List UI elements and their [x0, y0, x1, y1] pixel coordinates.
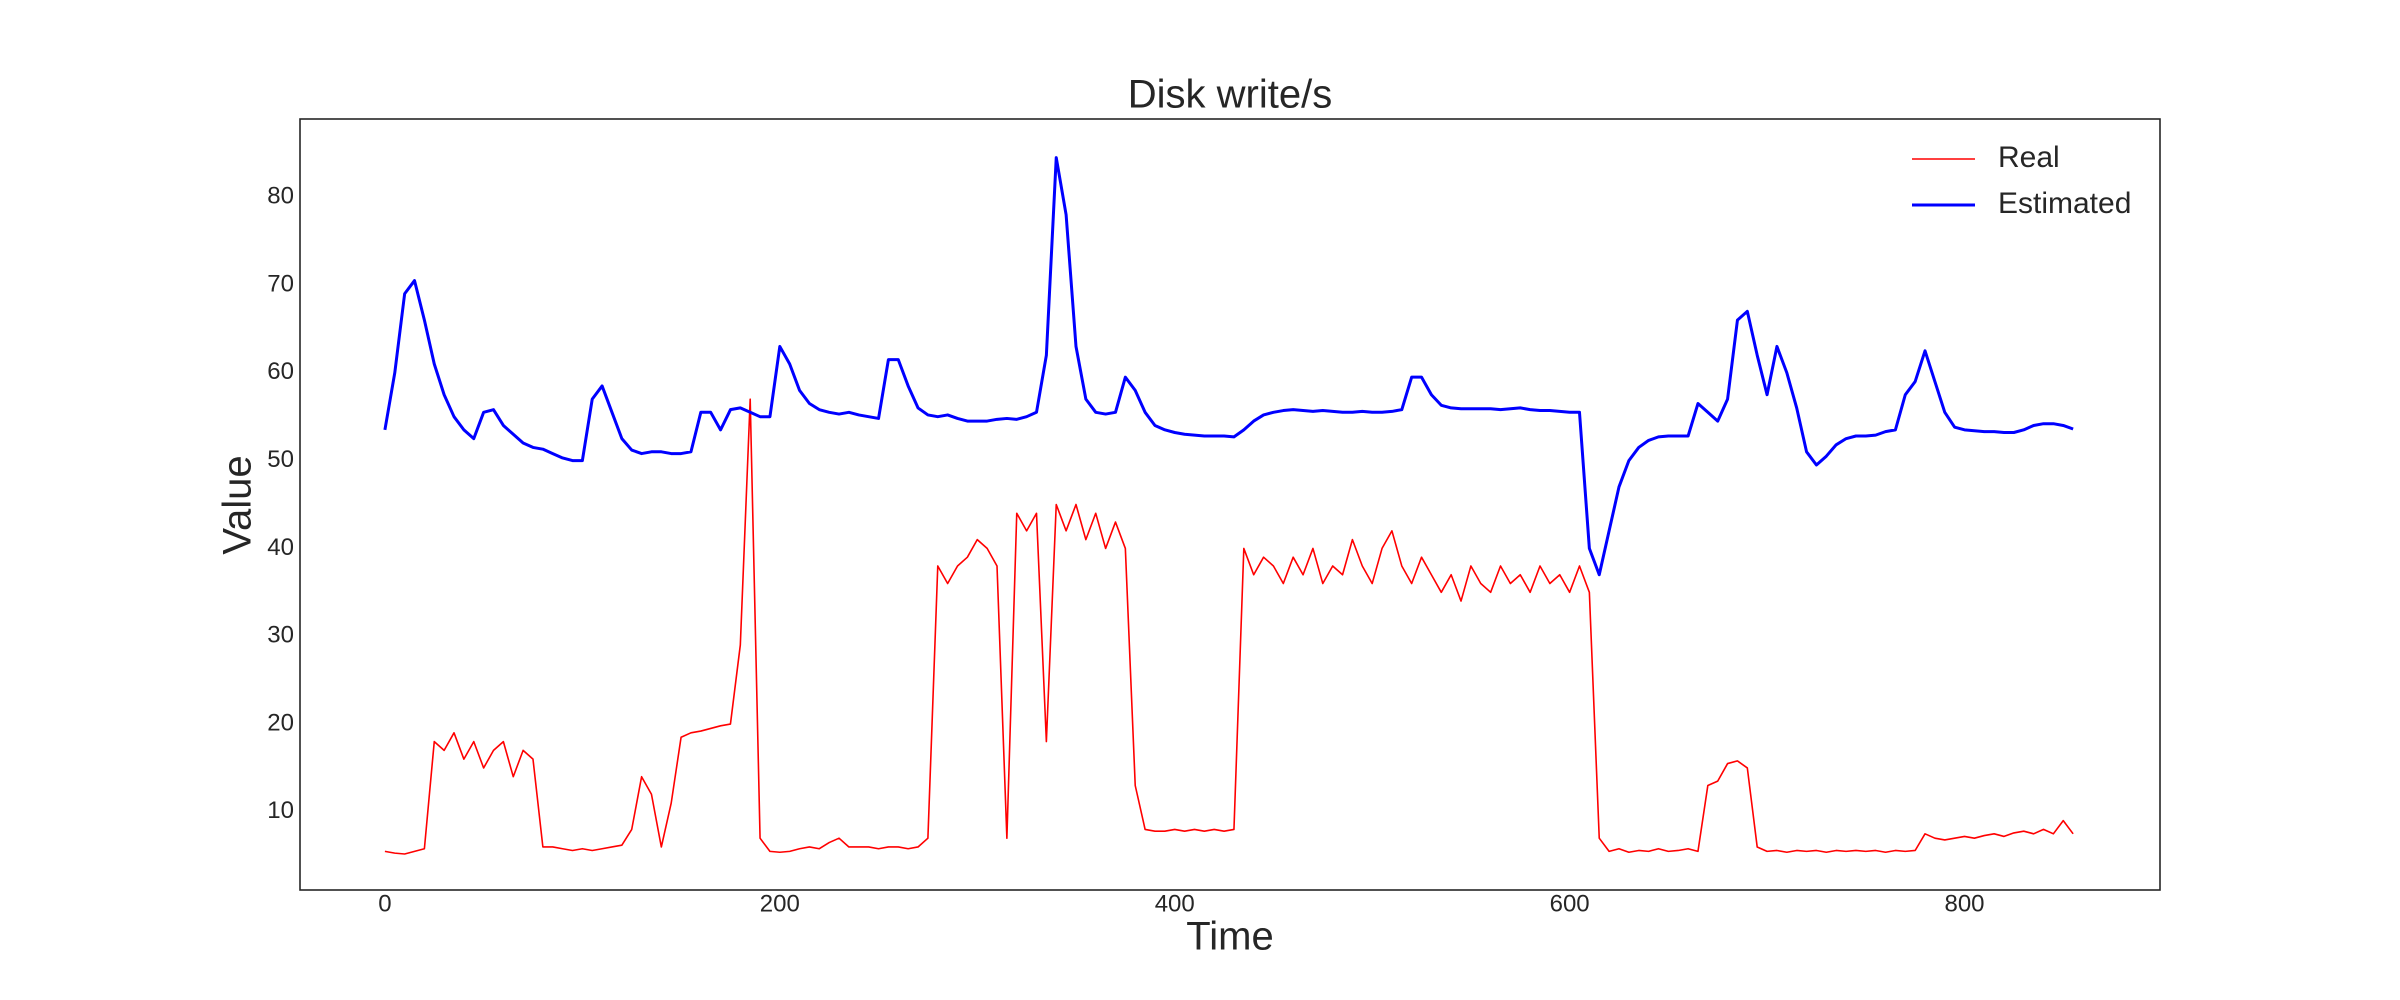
data-line — [383, 156, 2074, 577]
x-tick-label: 200 — [760, 890, 800, 917]
y-tick-label: 50 — [267, 446, 294, 473]
x-tick-label: 400 — [1155, 890, 1195, 917]
legend-label: Real — [1998, 141, 2060, 174]
legend-label: Estimated — [1998, 187, 2131, 220]
y-tick-label: 60 — [267, 358, 294, 385]
x-axis-label: Time — [1186, 915, 1273, 959]
y-tick-label: 40 — [267, 534, 294, 561]
chart-title: Disk write/s — [1128, 73, 1332, 117]
x-tick-label: 0 — [378, 890, 391, 917]
plot-frame — [299, 118, 2161, 891]
y-tick-label: 80 — [267, 182, 294, 209]
y-tick-label: 70 — [267, 270, 294, 297]
x-tick-label: 800 — [1944, 890, 1984, 917]
y-tick-label: 20 — [267, 709, 294, 736]
data-line — [384, 398, 2074, 855]
y-tick-label: 30 — [267, 622, 294, 649]
y-tick-label: 10 — [267, 797, 294, 824]
y-axis-label: Value — [216, 455, 260, 554]
x-tick-label: 600 — [1550, 890, 1590, 917]
